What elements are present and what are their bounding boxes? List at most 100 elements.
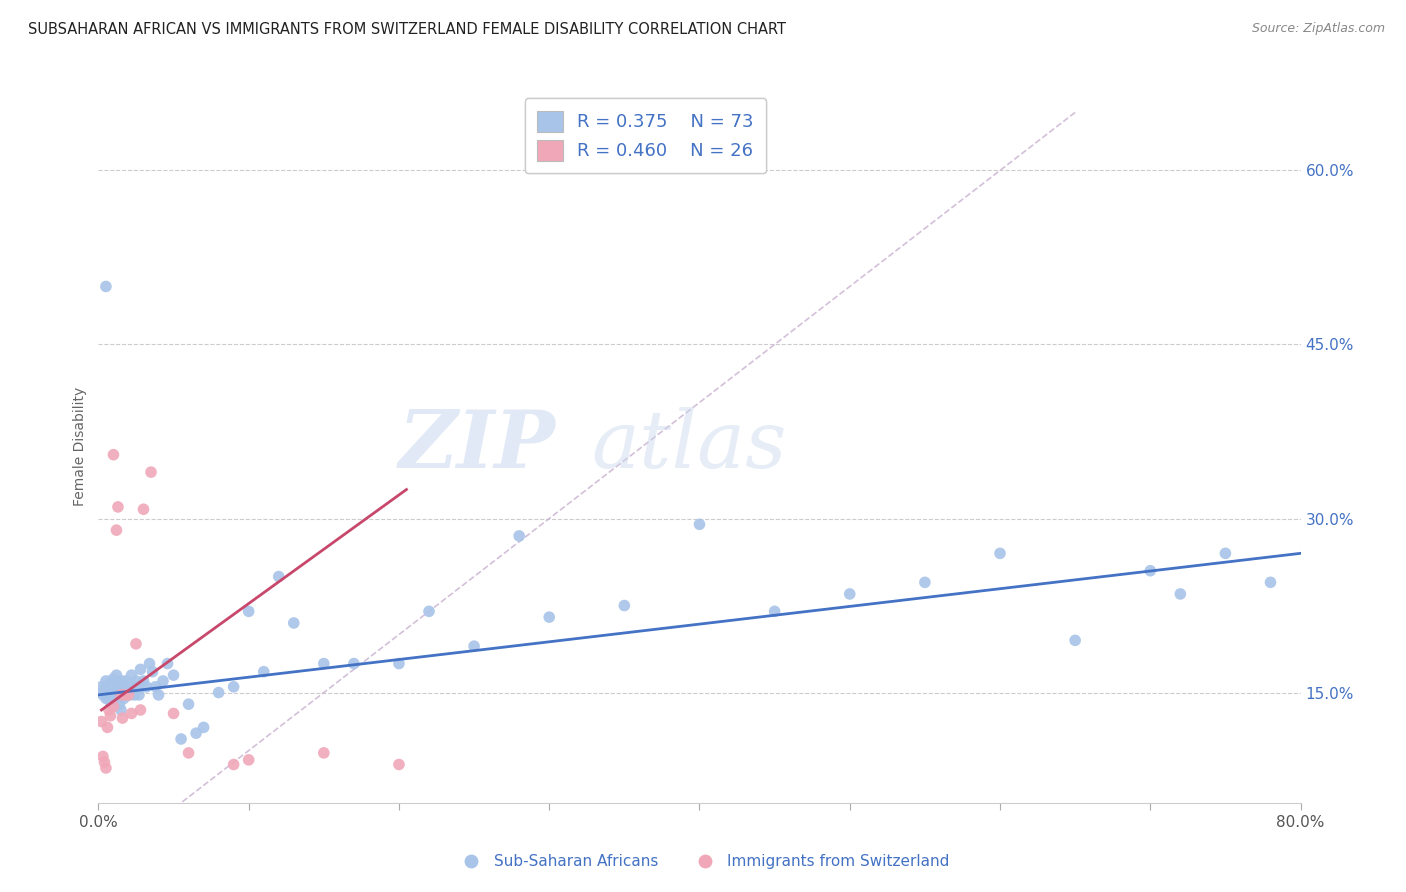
Point: [118, 688, 141, 702]
Point: [156, 657, 179, 671]
Point: [312, 657, 335, 671]
Point: [103, 697, 125, 711]
Point: [107, 688, 129, 702]
Point: [222, 757, 245, 772]
Point: [111, 680, 134, 694]
Point: [343, 657, 366, 671]
Point: [127, 680, 149, 694]
Point: [100, 708, 122, 723]
Point: [94, 761, 117, 775]
Point: [132, 673, 155, 688]
Point: [283, 615, 305, 630]
Point: [125, 637, 148, 651]
Point: [177, 697, 200, 711]
Point: [94, 673, 117, 688]
Point: [129, 662, 152, 676]
Point: [1170, 587, 1192, 601]
Point: [114, 688, 136, 702]
Point: [388, 657, 411, 671]
Point: [238, 604, 260, 618]
Point: [222, 680, 245, 694]
Y-axis label: Female Disability: Female Disability: [73, 386, 87, 506]
Text: ZIP: ZIP: [398, 408, 555, 484]
Point: [105, 668, 128, 682]
Point: [103, 672, 125, 686]
Point: [135, 680, 157, 694]
Text: atlas: atlas: [592, 408, 787, 484]
Point: [97, 703, 120, 717]
Point: [508, 529, 530, 543]
Point: [94, 691, 117, 706]
Point: [170, 731, 193, 746]
Text: Source: ZipAtlas.com: Source: ZipAtlas.com: [1251, 22, 1385, 36]
Point: [177, 746, 200, 760]
Point: [110, 688, 132, 702]
Point: [96, 720, 118, 734]
Point: [148, 688, 170, 702]
Point: [90, 714, 112, 729]
Point: [107, 680, 129, 694]
Point: [100, 680, 122, 694]
Point: [124, 688, 146, 702]
Point: [914, 575, 936, 590]
Point: [988, 546, 1011, 560]
Point: [111, 711, 134, 725]
Text: SUBSAHARAN AFRICAN VS IMMIGRANTS FROM SWITZERLAND FEMALE DISABILITY CORRELATION : SUBSAHARAN AFRICAN VS IMMIGRANTS FROM SW…: [28, 22, 786, 37]
Point: [104, 691, 127, 706]
Point: [103, 699, 125, 714]
Point: [107, 500, 129, 514]
Point: [1139, 564, 1161, 578]
Point: [193, 720, 215, 734]
Point: [463, 639, 485, 653]
Point: [122, 680, 145, 694]
Legend: Sub-Saharan Africans, Immigrants from Switzerland: Sub-Saharan Africans, Immigrants from Sw…: [450, 848, 956, 875]
Point: [121, 706, 143, 721]
Point: [100, 676, 122, 690]
Point: [388, 757, 411, 772]
Point: [1260, 575, 1282, 590]
Point: [93, 755, 115, 769]
Point: [1064, 633, 1087, 648]
Point: [152, 673, 174, 688]
Point: [418, 604, 440, 618]
Point: [103, 448, 125, 462]
Point: [138, 657, 160, 671]
Point: [141, 665, 163, 679]
Point: [689, 517, 711, 532]
Point: [94, 279, 117, 293]
Point: [96, 680, 118, 694]
Point: [125, 673, 148, 688]
Point: [267, 569, 290, 583]
Point: [105, 523, 128, 537]
Point: [253, 665, 276, 679]
Point: [108, 697, 131, 711]
Point: [129, 703, 152, 717]
Point: [105, 685, 128, 699]
Point: [90, 680, 112, 694]
Point: [110, 673, 132, 688]
Point: [763, 604, 786, 618]
Point: [112, 691, 135, 706]
Point: [91, 688, 114, 702]
Point: [104, 680, 127, 694]
Point: [93, 683, 115, 698]
Point: [208, 685, 231, 699]
Point: [139, 465, 162, 479]
Point: [162, 668, 184, 682]
Point: [117, 688, 139, 702]
Point: [121, 668, 143, 682]
Point: [132, 502, 155, 516]
Point: [91, 749, 114, 764]
Point: [1215, 546, 1237, 560]
Point: [838, 587, 860, 601]
Point: [145, 680, 167, 694]
Point: [115, 685, 138, 699]
Point: [101, 688, 124, 702]
Point: [312, 746, 335, 760]
Point: [162, 706, 184, 721]
Point: [184, 726, 207, 740]
Point: [114, 673, 136, 688]
Point: [613, 599, 636, 613]
Legend: R = 0.375    N = 73, R = 0.460    N = 26: R = 0.375 N = 73, R = 0.460 N = 26: [524, 98, 766, 173]
Point: [117, 680, 139, 694]
